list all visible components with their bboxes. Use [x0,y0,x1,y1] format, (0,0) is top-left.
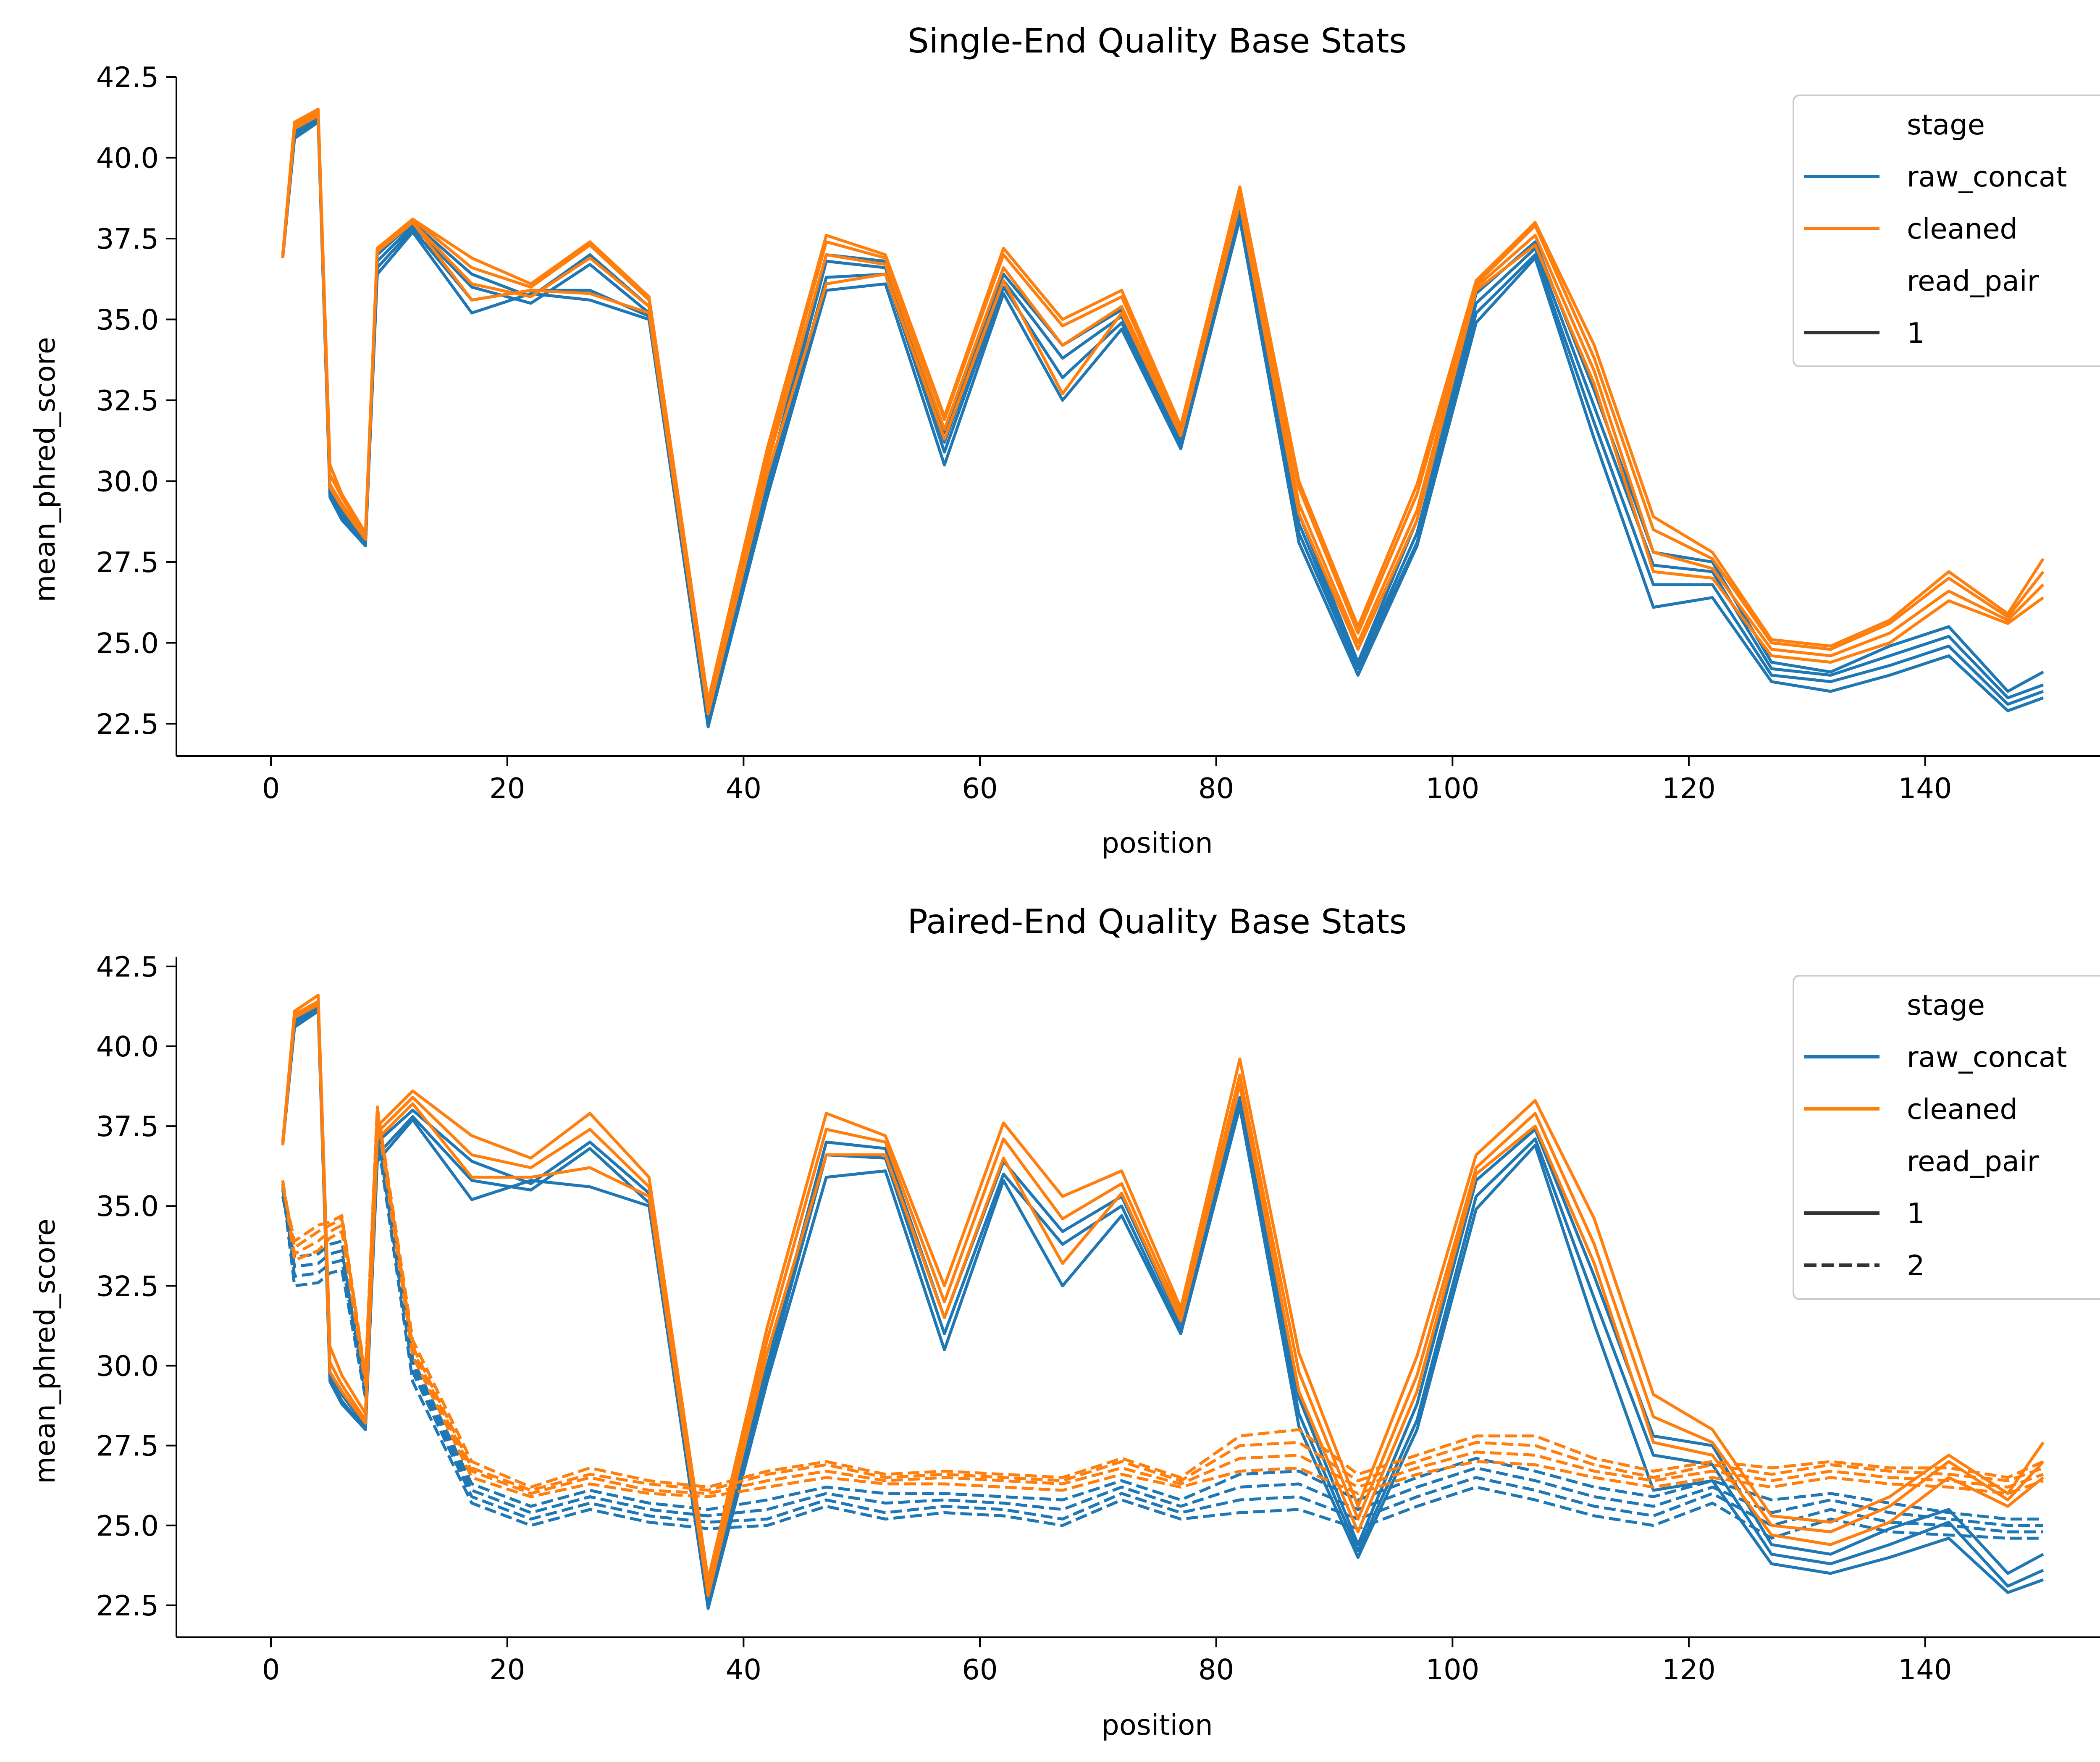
y-tick-label: 35.0 [96,1190,159,1223]
legend-label-raw-concat: raw_concat [1907,160,2067,193]
x-ticks: 0 20 40 60 80 100 120 140 [262,756,1952,805]
y-tick-label: 40.0 [96,142,159,175]
y-tick-label: 40.0 [96,1030,159,1063]
series-line-raw-concat-read-pair-2 [281,1128,2043,1534]
y-tick-label: 27.5 [96,1430,159,1463]
x-tick-label: 20 [489,1653,525,1686]
single-end-chart: Single-End Quality Base Stats mean_phred… [29,21,2100,859]
legend-label-raw-concat: raw_concat [1907,1041,2067,1074]
legend-title-read-pair: read_pair [1907,1145,2039,1178]
x-tick-label: 80 [1198,772,1234,805]
chart-title: Single-End Quality Base Stats [908,21,1407,60]
y-tick-label: 30.0 [96,465,159,498]
legend-label-cleaned: cleaned [1907,213,2018,245]
series-lines [281,108,2045,729]
x-tick-label: 140 [1898,1653,1952,1686]
x-tick-label: 40 [726,1653,761,1686]
y-tick-label: 25.0 [96,1510,159,1542]
y-axis-label: mean_phred_score [29,1218,61,1484]
legend-label-cleaned: cleaned [1907,1093,2018,1126]
x-tick-label: 100 [1425,772,1479,805]
x-tick-label: 40 [726,772,761,805]
y-tick-label: 32.5 [96,1270,159,1302]
x-tick-label: 80 [1198,1653,1234,1686]
x-tick-label: 0 [262,772,280,805]
x-tick-label: 120 [1662,772,1716,805]
y-tick-label: 35.0 [96,304,159,336]
legend-label-read-pair-1: 1 [1907,317,1925,349]
x-tick-label: 20 [489,772,525,805]
y-tick-label: 27.5 [96,546,159,579]
series-lines [281,993,2045,1610]
y-ticks: 22.5 25.0 27.5 30.0 32.5 35.0 37.5 40.0 42.5 [96,61,176,741]
x-ticks: 0 20 40 60 80 100 120 140 [262,1637,1952,1686]
paired-end-chart: Paired-End Quality Base Stats mean_phred… [29,902,2100,1741]
x-tick-label: 60 [962,772,998,805]
y-tick-label: 37.5 [96,223,159,255]
y-tick-label: 30.0 [96,1350,159,1383]
chart-title: Paired-End Quality Base Stats [907,902,1407,941]
legend-title-stage: stage [1907,989,1985,1021]
y-tick-label: 42.5 [96,951,159,983]
legend-title-stage: stage [1907,108,1985,141]
legend-label-read-pair-1: 1 [1907,1197,1925,1230]
legend-frame [1793,95,2100,367]
legend-label-read-pair-2: 2 [1907,1249,1925,1282]
legend-frame [1793,975,2100,1300]
y-ticks: 22.5 25.0 27.5 30.0 32.5 35.0 37.5 40.0 42.5 [96,951,176,1622]
x-tick-label: 0 [262,1653,280,1686]
x-tick-label: 140 [1898,772,1952,805]
x-tick-label: 100 [1425,1653,1479,1686]
y-tick-label: 22.5 [96,708,159,741]
legend-title-read-pair: read_pair [1907,265,2039,297]
x-axis-label: position [1101,1709,1213,1741]
series-line-cleaned-read-pair-2 [281,1106,2044,1489]
legend: stage raw_concat cleaned read_pair 1 [1793,95,2100,367]
y-tick-label: 22.5 [96,1589,159,1622]
series-line-cleaned-read-pair-2 [281,1115,2044,1498]
y-tick-label: 25.0 [96,627,159,660]
y-tick-label: 32.5 [96,384,159,417]
x-axis-label: position [1101,827,1213,859]
y-tick-label: 42.5 [96,61,159,94]
legend: stage raw_concat cleaned read_pair 1 2 [1793,975,2100,1300]
x-tick-label: 120 [1662,1653,1716,1686]
series-line-raw-concat-read-pair-2 [281,1134,2043,1540]
y-axis-label: mean_phred_score [29,337,61,602]
x-tick-label: 60 [962,1653,998,1686]
series-line-cleaned-read-pair-1 [281,108,2045,703]
y-tick-label: 37.5 [96,1110,159,1143]
